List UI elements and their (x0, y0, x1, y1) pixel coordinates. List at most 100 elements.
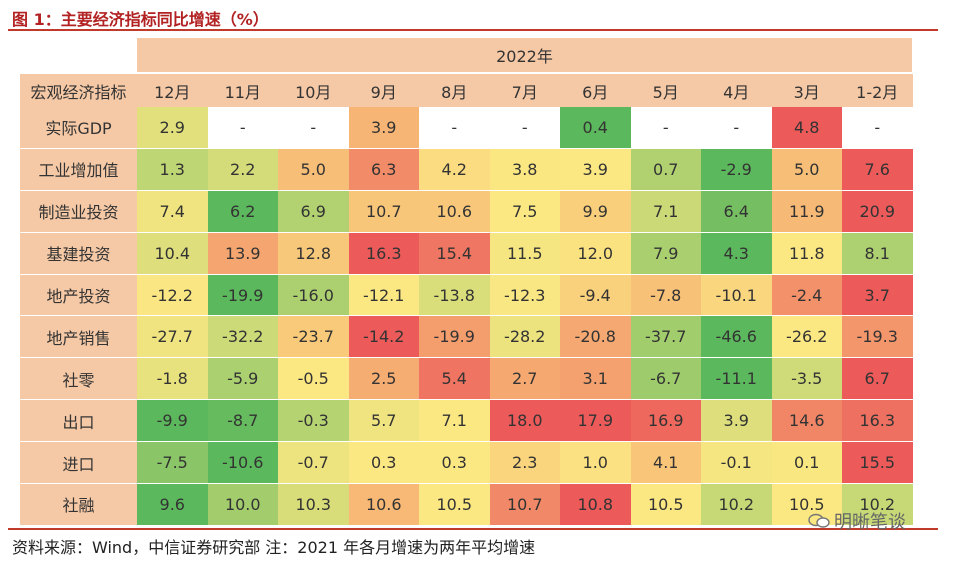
heat-cell: -27.7 (137, 315, 208, 359)
heat-cell: 3.9 (701, 399, 772, 443)
heat-cell: 7.6 (842, 148, 913, 191)
column-header: 4月 (701, 74, 772, 107)
row-label: 工业增加值 (20, 148, 137, 191)
row-label: 社零 (20, 357, 137, 401)
heat-cell: 7.1 (630, 190, 701, 233)
heat-cell: 12.8 (278, 232, 349, 275)
heat-cell: 5.0 (278, 148, 349, 191)
heat-cell: 3.9 (348, 107, 419, 149)
heat-cell: - (842, 107, 913, 149)
heat-cell: 10.2 (701, 483, 772, 526)
heat-cell: -8.7 (207, 399, 278, 443)
heat-cell: -11.1 (701, 357, 772, 401)
heat-cell: 0.7 (630, 148, 701, 191)
heat-cell: -5.9 (207, 357, 278, 401)
heat-cell: 6.3 (348, 148, 419, 191)
year-label: 2022年 (496, 47, 553, 66)
heat-cell: 10.6 (348, 483, 419, 526)
source-note: 资料来源：Wind，中信证券研究部 注：2021 年各月增速为两年平均增速 (12, 538, 536, 557)
heat-cell: -26.2 (771, 315, 842, 359)
heat-cell: 2.7 (489, 357, 560, 401)
table-row: 工业增加值 1.3 2.2 5.0 6.3 4.2 3.8 3.9 0.7 -2.9 5.0 7.6 (20, 148, 913, 191)
corner-label: 宏观经济指标 (20, 74, 137, 107)
heat-cell: 10.6 (419, 190, 490, 233)
column-header: 10月 (278, 74, 349, 107)
heat-cell: 11.5 (489, 232, 560, 275)
heat-cell: 6.2 (207, 190, 278, 233)
heat-cell: -19.9 (207, 274, 278, 317)
column-header: 1-2月 (842, 74, 913, 107)
heat-cell: 6.9 (278, 190, 349, 233)
heat-cell: 13.9 (207, 232, 278, 275)
heat-cell: -0.1 (701, 441, 772, 485)
heat-cell: 4.2 (419, 148, 490, 191)
heat-cell: 3.8 (489, 148, 560, 191)
heat-cell: 4.3 (701, 232, 772, 275)
heat-cell: -19.9 (419, 315, 490, 359)
source-rule (8, 528, 938, 530)
table-row: 地产投资 -12.2 -19.9 -16.0 -12.1 -13.8 -12.3 -9.4 -7… (20, 274, 913, 317)
heat-cell: 1.0 (560, 441, 631, 485)
heat-cell: 10.4 (137, 232, 208, 275)
heat-cell: 3.7 (842, 274, 913, 317)
heat-cell: -0.3 (278, 399, 349, 443)
heat-cell: 10.2 (842, 483, 913, 526)
heat-cell: - (278, 107, 349, 149)
heat-cell: 10.7 (489, 483, 560, 526)
heat-cell: 2.2 (207, 148, 278, 191)
heat-cell: -13.8 (419, 274, 490, 317)
heat-cell: -12.2 (137, 274, 208, 317)
figure-title: 图 1：主要经济指标同比增速（%） (12, 10, 269, 29)
heat-cell: 5.7 (348, 399, 419, 443)
heat-cell: 5.4 (419, 357, 490, 401)
heat-cell: -37.7 (630, 315, 701, 359)
heat-cell: 10.5 (630, 483, 701, 526)
table-row: 地产销售 -27.7 -32.2 -23.7 -14.2 -19.9 -28.2 -20.8-… (20, 315, 913, 359)
row-label: 出口 (20, 399, 137, 443)
column-header: 8月 (419, 74, 490, 107)
heat-cell: 0.4 (560, 107, 631, 149)
heat-cell: -28.2 (489, 315, 560, 359)
heat-cell: -9.4 (560, 274, 631, 317)
table-row: 实际GDP 2.9- -3.9- -0.4- -4.8- (20, 107, 913, 149)
heat-cell: 12.0 (560, 232, 631, 275)
heat-cell: -46.6 (701, 315, 772, 359)
table-row: 社融 9.6 10.0 10.3 10.6 10.5 10.7 10.8 10.5 10.2 10.… (20, 483, 913, 526)
heat-cell: - (701, 107, 772, 149)
column-header: 5月 (630, 74, 701, 107)
row-label: 实际GDP (20, 107, 137, 149)
heat-cell: 6.4 (701, 190, 772, 233)
heat-cell: 3.1 (560, 357, 631, 401)
heat-cell: 14.6 (771, 399, 842, 443)
heat-cell: 6.7 (842, 357, 913, 401)
heat-cell: 1.3 (137, 148, 208, 191)
heat-cell: -12.1 (348, 274, 419, 317)
column-header: 3月 (771, 74, 842, 107)
heat-cell: 10.7 (348, 190, 419, 233)
heat-cell: - (419, 107, 490, 149)
heat-cell: 2.3 (489, 441, 560, 485)
row-label: 进口 (20, 441, 137, 485)
heat-cell: 10.0 (207, 483, 278, 526)
heat-cell: 5.0 (771, 148, 842, 191)
heat-cell: -19.3 (842, 315, 913, 359)
column-header: 6月 (560, 74, 631, 107)
heat-cell: -2.4 (771, 274, 842, 317)
heat-cell: 7.1 (419, 399, 490, 443)
heat-cell: -10.6 (207, 441, 278, 485)
table-row: 基建投资 10.4 13.9 12.8 16.3 15.4 11.5 12.0 7.9 4.3 11… (20, 232, 913, 275)
column-header: 12月 (137, 74, 208, 107)
year-header: 2022年 (137, 38, 912, 72)
heat-cell: -20.8 (560, 315, 631, 359)
heat-cell: -9.9 (137, 399, 208, 443)
heat-cell: 18.0 (489, 399, 560, 443)
column-header-row: 宏观经济指标 12月 11月 10月 9月 8月 7月 6月 5月 4月 3月 1-2月 (20, 74, 913, 107)
heat-cell: 15.5 (842, 441, 913, 485)
heat-cell: - (207, 107, 278, 149)
table-row: 社零 -1.8 -5.9 -0.5 2.5 5.4 2.7 3.1 -6.7 -11.1 -3.5 6… (20, 357, 913, 401)
heat-cell: 20.9 (842, 190, 913, 233)
heat-cell: - (630, 107, 701, 149)
heat-cell: -2.9 (701, 148, 772, 191)
heat-cell: 16.3 (348, 232, 419, 275)
heat-cell: 0.3 (419, 441, 490, 485)
